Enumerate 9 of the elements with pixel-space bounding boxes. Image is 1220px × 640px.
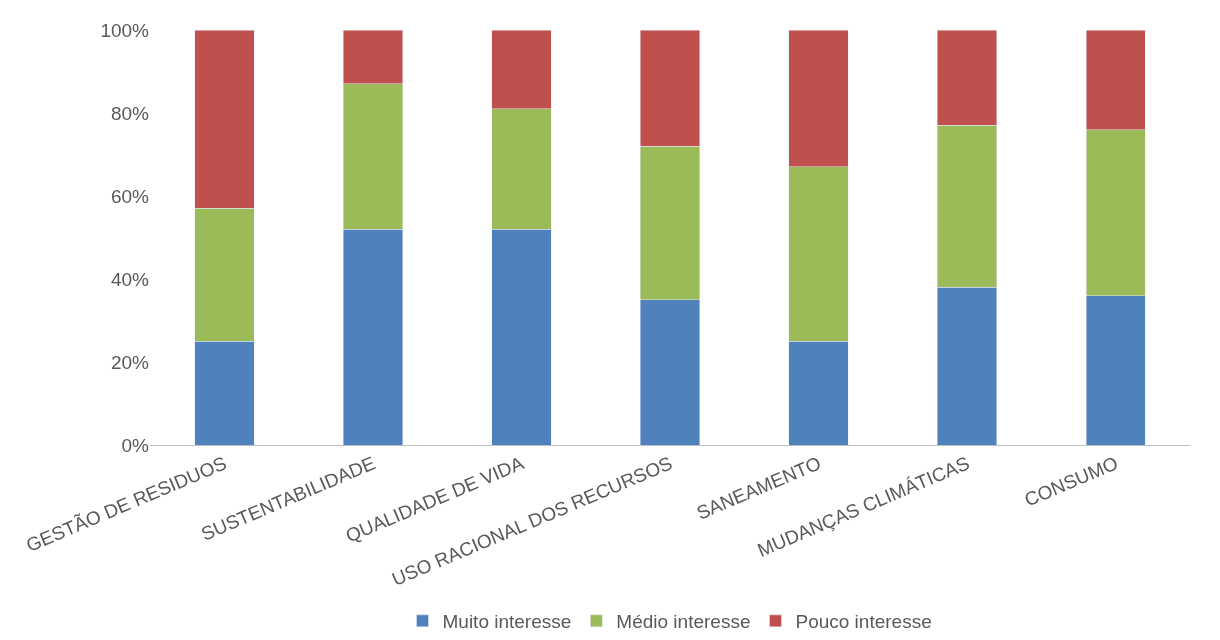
legend-label: Muito interesse (442, 611, 572, 633)
y-tick-label: 0% (121, 434, 150, 456)
legend-label: Pouco interesse (795, 611, 932, 633)
y-tick-label: 80% (110, 102, 150, 124)
y-tick-label: 20% (110, 351, 150, 373)
y-tick-label: 40% (110, 268, 150, 290)
y-tick-label: 100% (100, 19, 150, 41)
legend-label: Médio interesse (616, 611, 751, 633)
y-tick-label: 60% (110, 185, 150, 207)
